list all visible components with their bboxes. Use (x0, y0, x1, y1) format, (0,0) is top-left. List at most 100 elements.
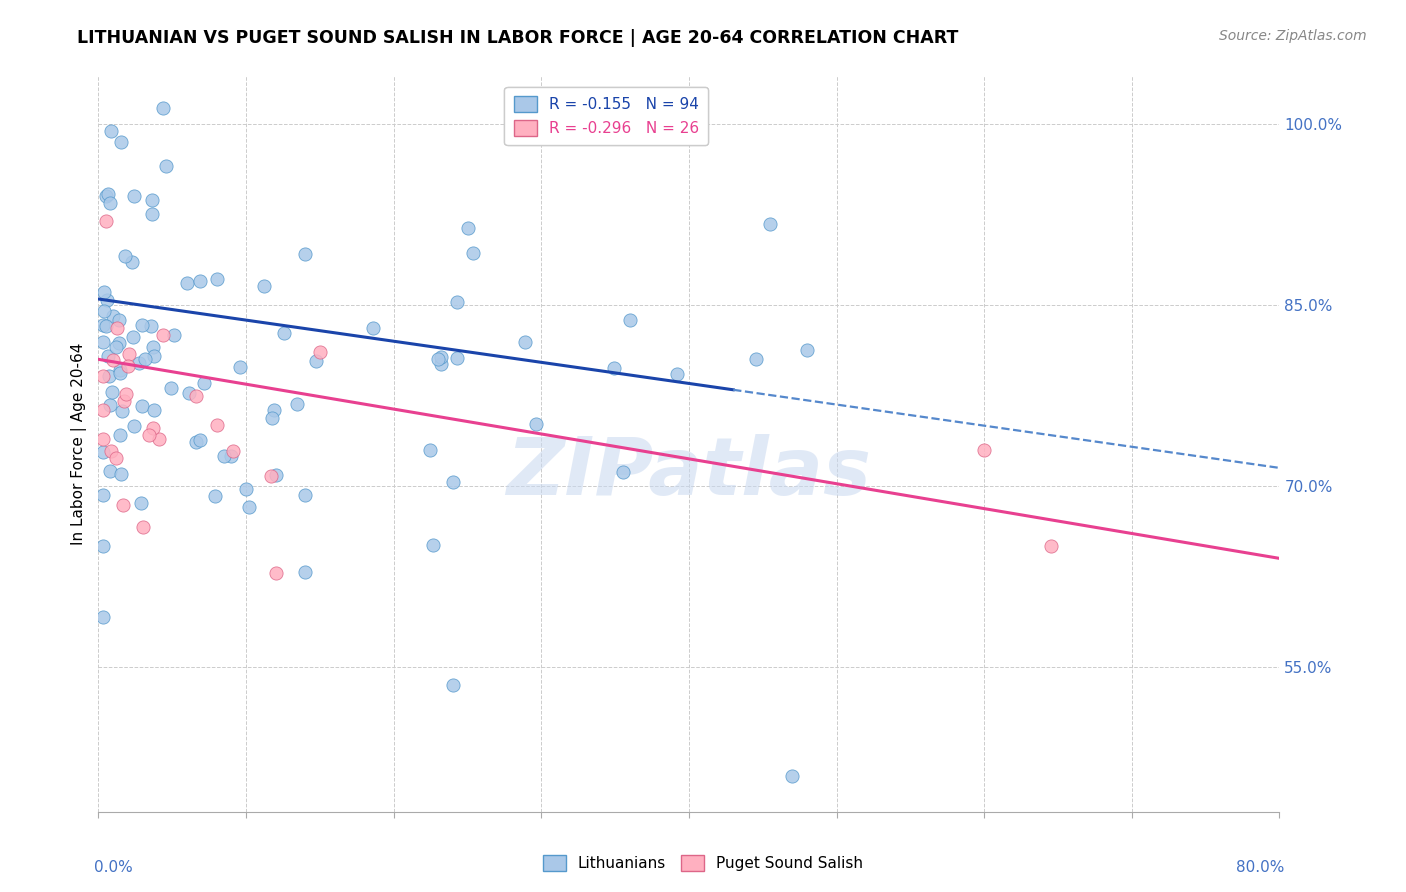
Point (112, 498, 135, 512)
Point (294, 488, 316, 502)
Point (91, 369, 114, 384)
Point (108, 336, 131, 351)
Point (143, 403, 166, 417)
Point (91, 610, 114, 624)
Point (111, 404, 134, 418)
Point (294, 247, 316, 261)
Point (134, 352, 156, 367)
Point (110, 366, 132, 380)
Point (108, 428, 131, 442)
Point (782, 768, 804, 782)
Point (121, 330, 143, 344)
Point (131, 399, 153, 413)
Point (422, 538, 444, 552)
Point (100, 385, 122, 400)
Point (91, 432, 114, 446)
Point (160, 381, 183, 395)
Point (103, 353, 125, 368)
Text: LITHUANIAN VS PUGET SOUND SALISH IN LABOR FORCE | AGE 20-64 CORRELATION CHART: LITHUANIAN VS PUGET SOUND SALISH IN LABO… (77, 29, 959, 46)
Point (107, 313, 129, 327)
Point (105, 340, 128, 354)
Point (238, 500, 260, 515)
Point (212, 449, 235, 463)
Point (361, 321, 384, 335)
Point (235, 483, 257, 497)
Point (441, 475, 464, 490)
Point (152, 101, 174, 115)
Point (129, 496, 152, 510)
Point (309, 345, 332, 359)
Point (138, 427, 160, 442)
Point (221, 449, 243, 463)
Point (430, 351, 453, 365)
Point (253, 279, 276, 293)
Point (94, 213, 117, 227)
Point (91, 318, 114, 333)
Point (463, 246, 485, 260)
Point (142, 341, 165, 355)
Point (122, 189, 145, 203)
Point (98, 195, 121, 210)
Point (98, 369, 121, 384)
Point (128, 355, 150, 369)
Point (205, 272, 228, 286)
Point (513, 335, 536, 350)
Point (93, 304, 115, 318)
Point (100, 444, 122, 458)
Y-axis label: In Labor Force | Age 20-64: In Labor Force | Age 20-64 (72, 343, 87, 545)
Point (176, 277, 198, 291)
Point (263, 403, 285, 417)
Point (91, 445, 114, 459)
Point (118, 347, 141, 361)
Point (91, 335, 114, 350)
Point (184, 389, 207, 403)
Point (427, 351, 450, 366)
Point (188, 274, 211, 288)
Point (745, 351, 768, 366)
Point (665, 368, 688, 382)
Point (294, 565, 316, 579)
Point (188, 433, 211, 447)
Text: 0.0%: 0.0% (94, 860, 132, 874)
Point (142, 421, 165, 435)
Point (121, 254, 143, 268)
Point (287, 397, 309, 411)
Point (759, 217, 782, 231)
Point (141, 194, 163, 208)
Point (419, 443, 441, 458)
Point (612, 465, 634, 479)
Point (148, 432, 170, 446)
Point (91, 402, 114, 417)
Point (100, 398, 122, 412)
Point (100, 464, 122, 478)
Point (110, 135, 132, 149)
Point (222, 444, 245, 458)
Point (603, 361, 626, 376)
Point (105, 320, 128, 334)
Point (94, 318, 117, 333)
Point (114, 249, 136, 263)
Point (155, 160, 177, 174)
Point (117, 359, 139, 373)
Point (179, 385, 201, 400)
Point (305, 354, 328, 368)
Point (101, 310, 124, 324)
Point (115, 387, 138, 401)
Point (163, 328, 186, 343)
Point (205, 417, 228, 432)
Point (100, 123, 122, 137)
Point (141, 207, 163, 221)
Legend: Lithuanians, Puget Sound Salish: Lithuanians, Puget Sound Salish (537, 849, 869, 877)
Point (141, 319, 163, 334)
Point (1039, 539, 1062, 553)
Point (430, 357, 453, 371)
Point (273, 326, 295, 340)
Point (91, 488, 114, 502)
Text: ZIPatlas: ZIPatlas (506, 434, 872, 512)
Point (132, 520, 155, 534)
Text: Source: ZipAtlas.com: Source: ZipAtlas.com (1219, 29, 1367, 43)
Point (457, 221, 479, 235)
Point (441, 678, 464, 692)
Point (262, 411, 284, 425)
Point (973, 442, 995, 457)
